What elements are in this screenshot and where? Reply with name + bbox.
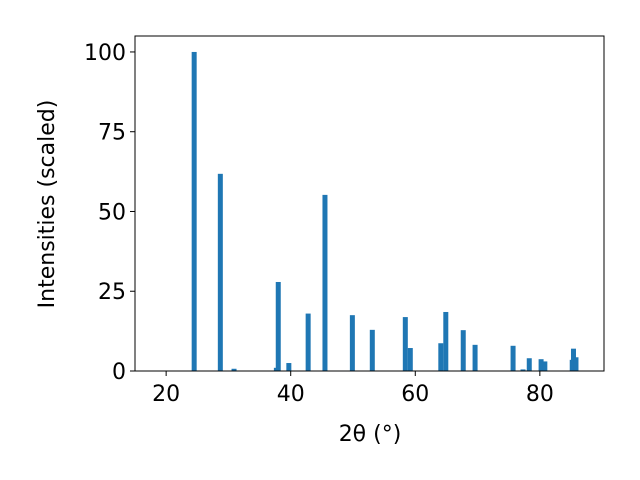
y-tick-label: 25 <box>98 280 126 305</box>
y-tick-label: 0 <box>112 360 126 385</box>
bar <box>349 315 355 371</box>
x-tick-label: 80 <box>526 382 554 407</box>
bar <box>402 317 408 371</box>
y-tick-label: 100 <box>84 41 126 66</box>
x-tick-label: 60 <box>401 382 429 407</box>
bar <box>217 173 223 371</box>
bar <box>438 343 444 371</box>
y-tick-label: 50 <box>98 200 126 225</box>
bar <box>191 51 197 371</box>
bar <box>443 311 449 371</box>
bar <box>322 194 328 371</box>
bar <box>472 344 478 371</box>
bar <box>275 281 281 371</box>
bar <box>460 330 466 371</box>
x-axis-label: 2θ (°) <box>339 422 402 447</box>
bar <box>538 359 544 371</box>
y-tick-label: 75 <box>98 121 126 146</box>
axes-frame <box>134 35 605 372</box>
bar <box>407 348 413 371</box>
x-tick-label: 40 <box>277 382 305 407</box>
bar <box>369 329 375 371</box>
bar <box>526 358 532 371</box>
bar <box>286 363 292 371</box>
bar <box>231 368 237 371</box>
y-axis-label: Intensities (scaled) <box>35 100 60 309</box>
bar <box>305 313 311 371</box>
x-tick-label: 20 <box>152 382 180 407</box>
bar <box>573 357 579 371</box>
bar <box>510 345 516 371</box>
bar <box>542 361 548 371</box>
bar <box>520 369 526 371</box>
